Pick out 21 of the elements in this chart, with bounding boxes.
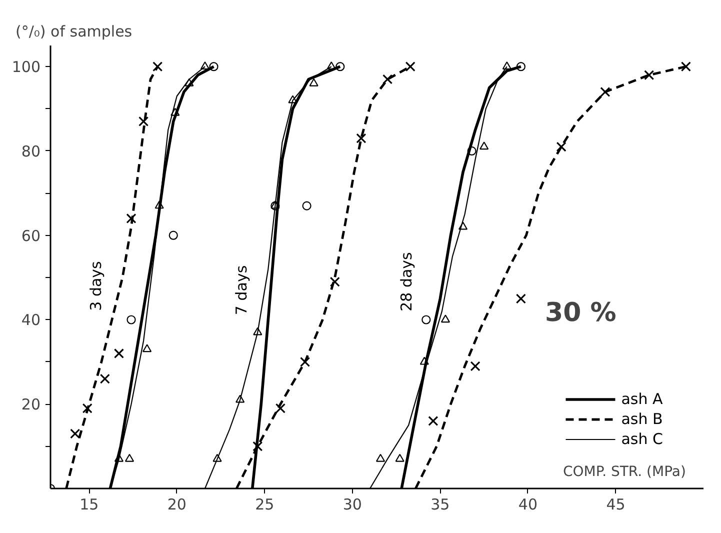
- annotation: 28 days: [398, 252, 416, 312]
- x-tick-label: 45: [606, 496, 626, 514]
- x-tick-label: 20: [167, 496, 186, 514]
- x-tick-label: 35: [430, 496, 450, 514]
- legend-label: ash C: [621, 430, 663, 448]
- x-tick-label: 25: [255, 496, 274, 514]
- x-axis-title: COMP. STR. (MPa): [562, 464, 686, 480]
- x-tick-label: 40: [518, 496, 538, 514]
- annotation: 7 days: [232, 265, 251, 316]
- legend-label: ash A: [621, 390, 663, 408]
- annotation: 30 %: [544, 298, 616, 328]
- y-axis-title: (°/₀) of samples: [16, 22, 132, 40]
- x-tick-label: 30: [342, 496, 362, 514]
- legend-label: ash B: [621, 410, 663, 428]
- x-tick-label: 15: [80, 496, 99, 514]
- annotation: 3 days: [86, 260, 105, 311]
- y-tick-label: 20: [21, 396, 41, 414]
- y-tick-label: 40: [21, 311, 41, 330]
- y-tick-label: 100: [12, 58, 41, 76]
- y-tick-label: 60: [21, 226, 41, 245]
- y-tick-label: 80: [21, 142, 41, 160]
